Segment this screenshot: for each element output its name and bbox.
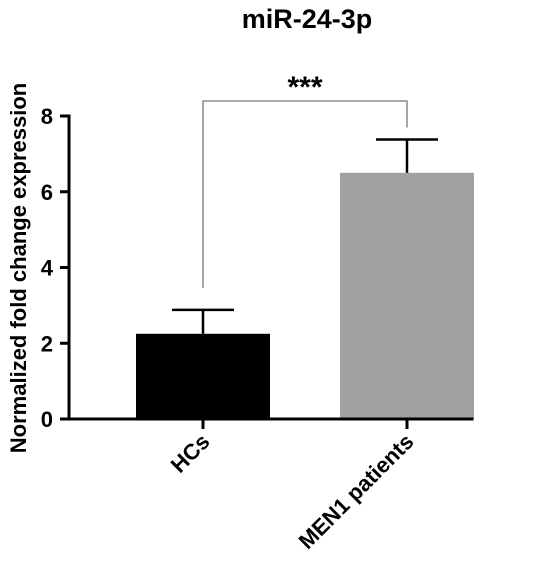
x-tick-label: MEN1 patients	[294, 429, 419, 554]
chart-title: miR-24-3p	[242, 4, 373, 34]
x-axis-ticks: HCs MEN1 patients	[166, 419, 419, 554]
bars-group	[136, 172, 474, 419]
y-axis-label: Normalized fold change expression	[6, 83, 31, 453]
x-tick-label: HCs	[166, 429, 215, 478]
y-tick-label: 2	[41, 331, 53, 356]
significance-bracket-line	[202, 100, 408, 288]
bar-hcs	[136, 333, 270, 419]
y-axis-ticks: 0 2 4 6 8	[41, 104, 69, 432]
y-tick-label: 4	[41, 256, 54, 281]
y-tick-label: 0	[41, 407, 53, 432]
bar-men1-patients	[340, 172, 474, 419]
significance-label: ***	[287, 71, 322, 104]
y-tick-label: 6	[41, 180, 53, 205]
error-bars-group	[172, 138, 438, 334]
y-tick-label: 8	[41, 104, 53, 129]
significance-bracket: ***	[202, 71, 408, 288]
